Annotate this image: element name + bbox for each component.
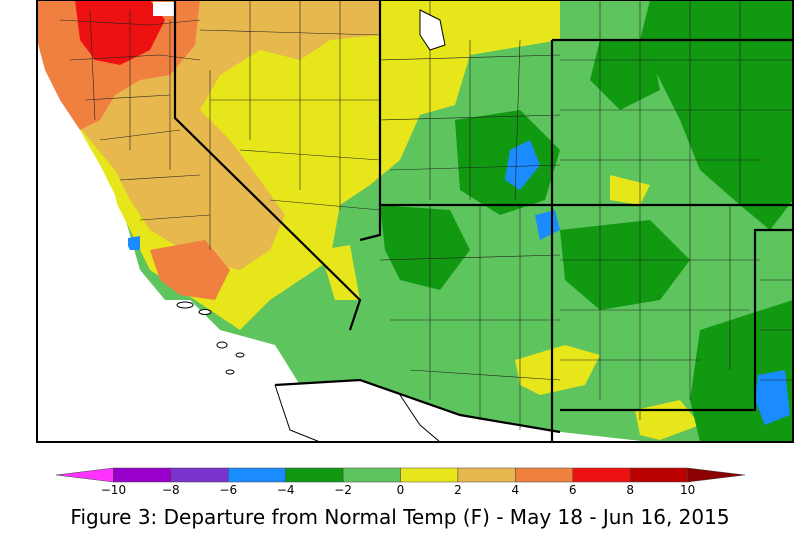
nv-ut-border bbox=[359, 0, 382, 242]
legend-bin bbox=[170, 467, 229, 483]
legend-tick-label: 0 bbox=[397, 483, 405, 497]
anomaly-darkgreen-utah bbox=[455, 110, 560, 215]
temperature-departure-map bbox=[36, 0, 794, 443]
legend-bin bbox=[629, 467, 688, 483]
legend-tick-label: 6 bbox=[569, 483, 577, 497]
anomaly-blue-ca-coast bbox=[128, 236, 140, 250]
ca-nv-border bbox=[173, 0, 362, 331]
anomaly-darkgreen-nm bbox=[560, 220, 690, 310]
anomaly-blue-az bbox=[535, 210, 560, 240]
legend-tick-label: −10 bbox=[101, 483, 126, 497]
anomaly-orange-norcal bbox=[37, 0, 200, 130]
anomaly-darkgreen-az bbox=[380, 205, 470, 290]
legend-bin bbox=[285, 467, 344, 483]
anomaly-blue-texas bbox=[755, 370, 790, 425]
anomaly-darkgreen-colorado bbox=[590, 40, 660, 110]
anomaly-orange-socal bbox=[150, 240, 230, 300]
legend-bin bbox=[515, 467, 573, 483]
legend-tick-label: 4 bbox=[512, 483, 520, 497]
mexico-coastline bbox=[274, 384, 441, 442]
legend-bin bbox=[400, 467, 459, 483]
state-boundaries bbox=[173, 0, 793, 442]
legend-tick-label: −8 bbox=[162, 483, 180, 497]
figure-caption: Figure 3: Departure from Normal Temp (F)… bbox=[70, 505, 730, 529]
anomaly-darkgreen-east bbox=[640, 0, 793, 230]
legend-bin bbox=[113, 467, 172, 483]
az-mexico-border bbox=[274, 378, 561, 434]
legend-bin bbox=[342, 467, 401, 483]
anomaly-yellow-az bbox=[320, 245, 360, 300]
legend-tick-label: −2 bbox=[334, 483, 352, 497]
channel-islands bbox=[176, 301, 245, 375]
legend-tick-label: 10 bbox=[680, 483, 695, 497]
legend-tick-label: −6 bbox=[219, 483, 237, 497]
nm-tx-border bbox=[560, 228, 793, 412]
great-salt-lake bbox=[419, 9, 446, 51]
legend-tick-label: 8 bbox=[626, 483, 634, 497]
county-boundaries bbox=[59, 0, 793, 430]
legend-bin bbox=[228, 467, 286, 483]
map-frame-border bbox=[36, 0, 794, 443]
legend-bin bbox=[572, 467, 631, 483]
legend-tick-label: −4 bbox=[277, 483, 295, 497]
ocean-area bbox=[37, 40, 650, 442]
legend-tick-label: 2 bbox=[454, 483, 462, 497]
color-scale-legend: −10 −8 −6 −4 −2 0 2 4 6 8 10 bbox=[55, 467, 746, 497]
legend-bin bbox=[687, 467, 746, 483]
anomaly-blue-utah-lake bbox=[505, 140, 540, 190]
anomaly-red-northwest bbox=[75, 0, 165, 65]
legend-bin bbox=[55, 467, 114, 483]
anomaly-yellow-sonora bbox=[515, 345, 600, 395]
legend-bin bbox=[457, 467, 516, 483]
no-data-patch bbox=[153, 2, 175, 16]
